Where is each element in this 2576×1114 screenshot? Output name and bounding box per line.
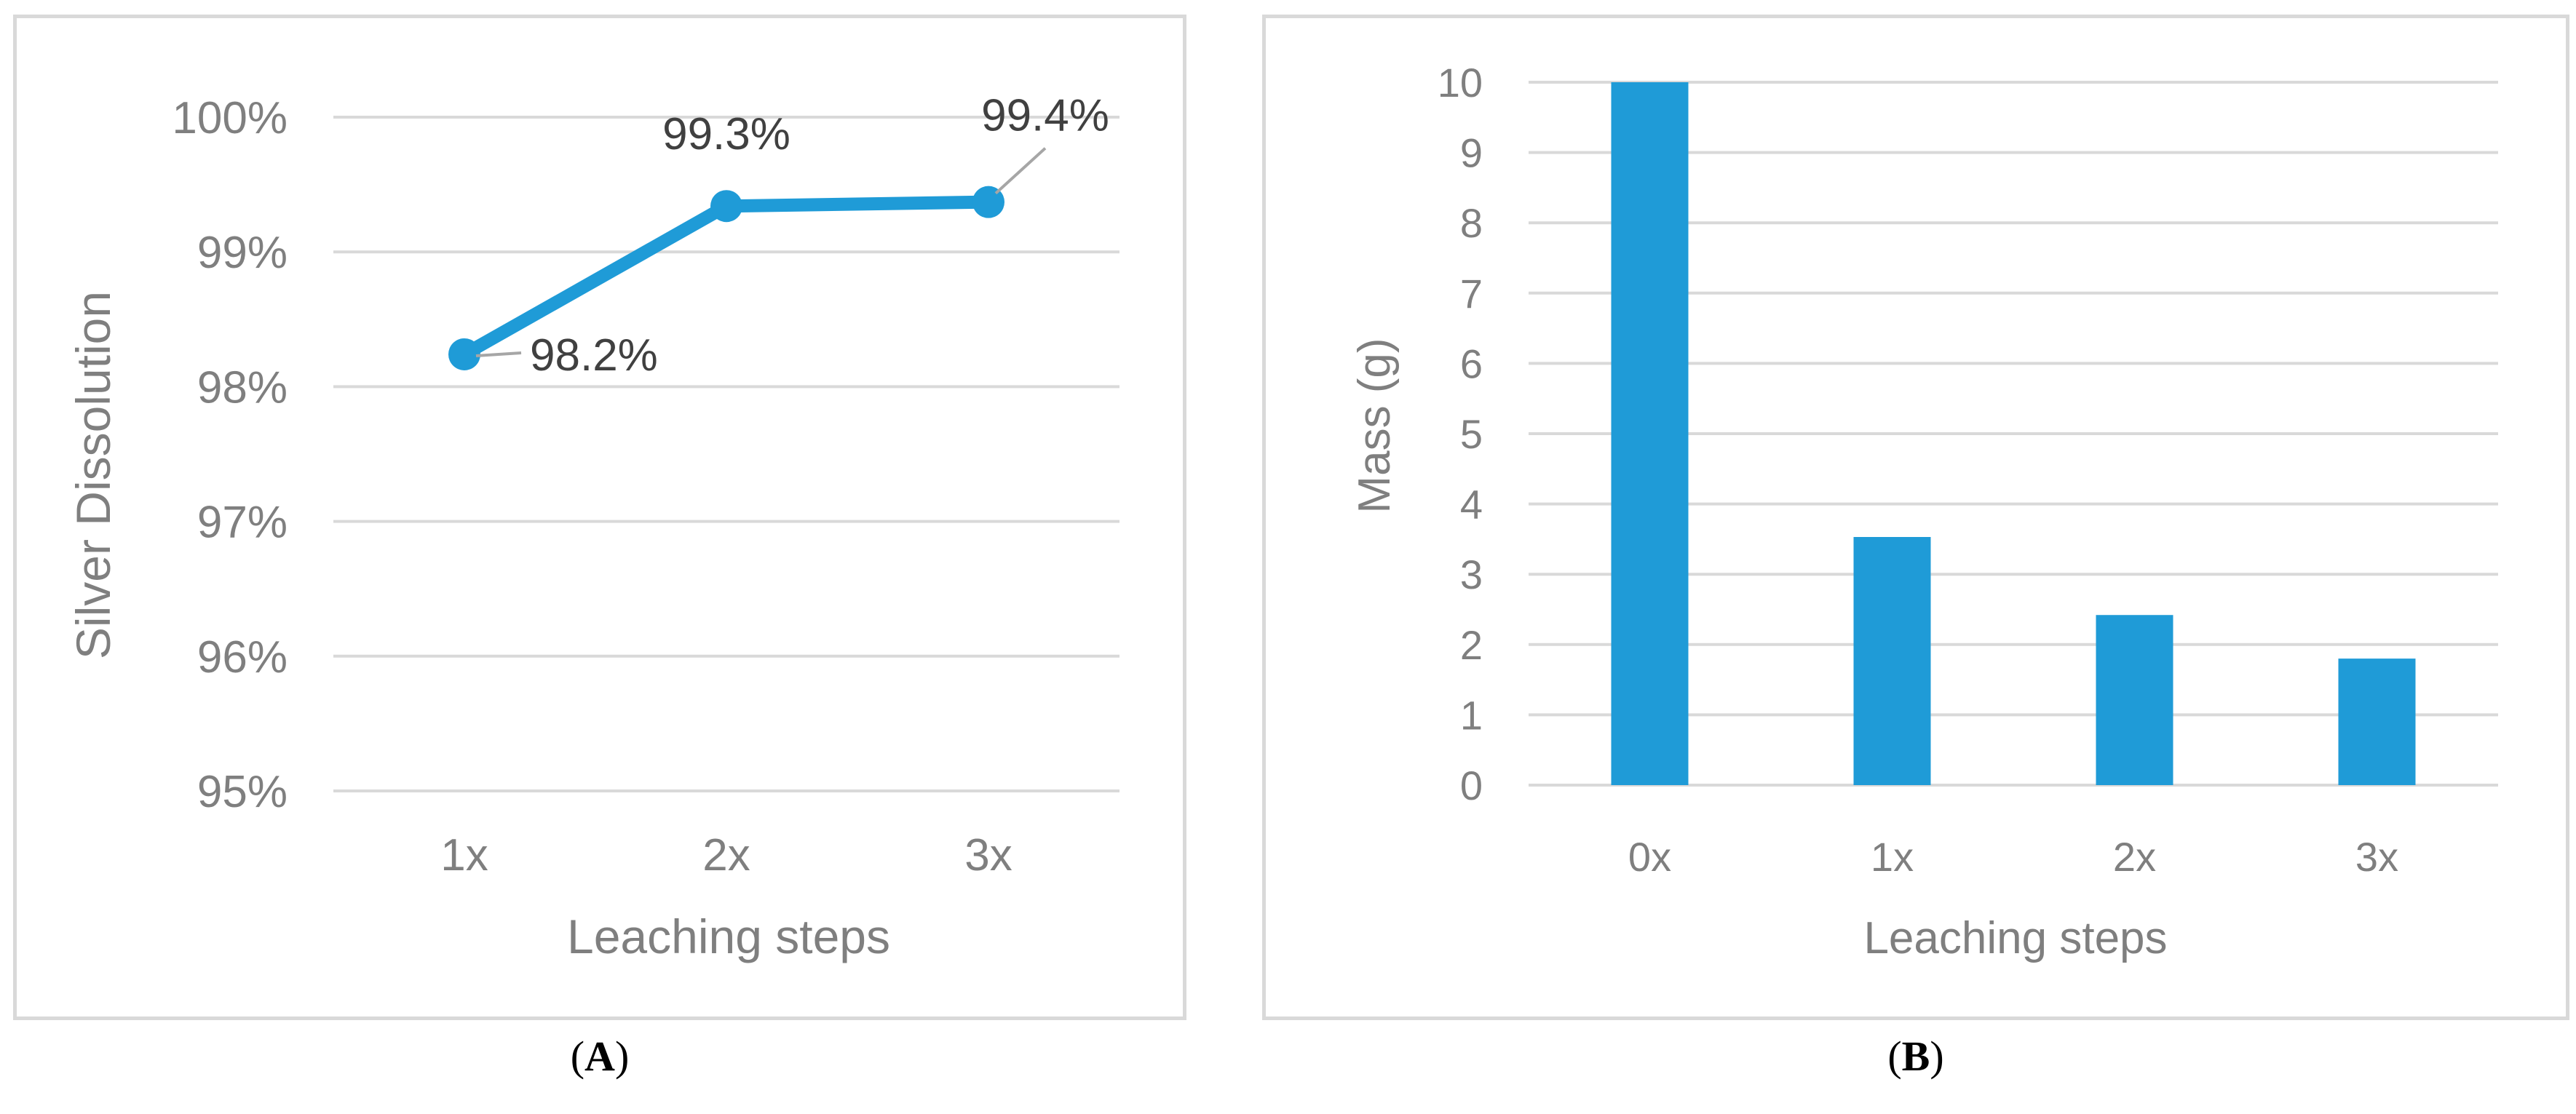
x-tick-label: 3x: [964, 830, 1012, 880]
y-tick-label: 5: [1460, 411, 1483, 457]
y-tick-label: 1: [1460, 692, 1483, 738]
y-tick-label: 96%: [197, 632, 288, 683]
y-tick-label: 97%: [197, 498, 288, 548]
y-tick-label: 3: [1460, 552, 1483, 597]
bar-chart-mass: 0 1 2 3 4 5 6 7 8 9 10 0x 1x 2x 3x Mass (g) Leaching …: [1350, 60, 2498, 963]
y-tick-label: 2: [1460, 622, 1483, 668]
y-tick-label: 99%: [197, 228, 288, 278]
data-label: 99.3%: [662, 109, 790, 159]
x-axis-title: Leaching steps: [1863, 913, 2167, 963]
x-tick-label: 0x: [1628, 834, 1671, 880]
caption-a: (A): [570, 1033, 630, 1080]
x-tick-label: 3x: [2355, 834, 2398, 880]
caption-letter-a: A: [584, 1033, 615, 1080]
bar: [2096, 615, 2173, 785]
y-tick-label: 10: [1438, 60, 1483, 106]
y-tick-label: 4: [1460, 482, 1483, 528]
data-label: 99.4%: [981, 91, 1109, 141]
x-tick-label: 1x: [1871, 834, 1914, 880]
data-point: [710, 190, 742, 223]
y-tick-label: 9: [1460, 130, 1483, 176]
x-tick-label: 1x: [440, 830, 488, 880]
chart-panel-b: 0 1 2 3 4 5 6 7 8 9 10 0x 1x 2x 3x Mass (g) Leaching …: [1262, 15, 2569, 1020]
line-chart-silver-dissolution: 95% 96% 97% 98% 99% 100% 1x 2x 3x 98.2% 99.3% 99.…: [66, 91, 1119, 963]
y-tick-label: 8: [1460, 200, 1483, 246]
x-axis-title: Leaching steps: [567, 910, 890, 963]
y-tick-label: 7: [1460, 271, 1483, 317]
y-tick-label: 98%: [197, 362, 288, 413]
y-axis-title: Mass (g): [1350, 338, 1400, 513]
bar: [2338, 659, 2416, 785]
data-point: [448, 338, 480, 370]
y-tick-label: 95%: [197, 767, 288, 817]
x-tick-label: 2x: [2113, 834, 2156, 880]
caption-b: (B): [1887, 1033, 1944, 1080]
label-leader-line: [475, 351, 522, 357]
y-tick-label: 100%: [172, 93, 288, 143]
bar: [1853, 537, 1931, 785]
data-label: 98.2%: [530, 330, 658, 381]
caption-letter-b: B: [1901, 1033, 1930, 1080]
bar: [1611, 82, 1689, 785]
x-tick-label: 2x: [702, 830, 750, 880]
y-tick-label: 6: [1460, 341, 1483, 386]
label-leader-line: [994, 147, 1047, 195]
y-axis-title: Silver Dissolution: [66, 291, 120, 659]
chart-panel-a: 95% 96% 97% 98% 99% 100% 1x 2x 3x 98.2% 99.3% 99.…: [13, 15, 1186, 1020]
y-tick-label: 0: [1460, 763, 1483, 808]
